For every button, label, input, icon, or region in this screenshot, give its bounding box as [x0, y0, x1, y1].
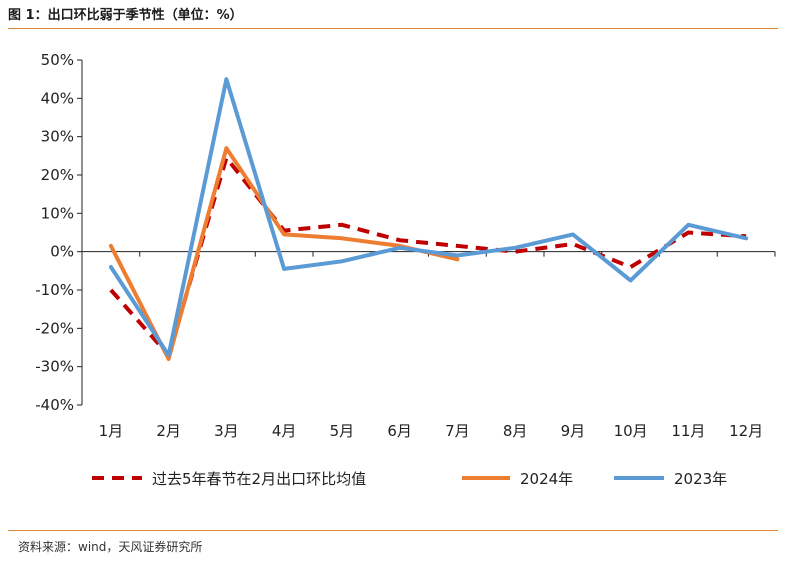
- x-tick-label: 9月: [561, 422, 586, 440]
- chart-title: 图 1：出口环比弱于季节性（单位：%）: [8, 8, 243, 23]
- series-line-2: [108, 77, 749, 358]
- y-tick-label: -10%: [35, 281, 74, 299]
- legend-label: 2024年: [520, 470, 573, 488]
- y-tick-label: -30%: [35, 358, 74, 376]
- x-tick-label: 4月: [272, 422, 297, 440]
- x-tick-label: 8月: [503, 422, 528, 440]
- top-divider: [8, 28, 778, 29]
- x-tick-label: 11月: [671, 422, 705, 440]
- y-tick-label: 20%: [41, 166, 74, 184]
- y-tick-label: -40%: [35, 396, 74, 414]
- x-tick-label: 2月: [156, 422, 181, 440]
- bottom-divider: [8, 530, 778, 531]
- series-line-0: [109, 155, 747, 358]
- series-line-1: [108, 146, 460, 361]
- x-tick-label: 7月: [445, 422, 470, 440]
- y-tick-label: 10%: [41, 204, 74, 222]
- x-tick-label: 6月: [387, 422, 412, 440]
- y-tick-label: 0%: [50, 243, 74, 261]
- x-tick-label: 3月: [214, 422, 239, 440]
- x-tick-label: 10月: [614, 422, 648, 440]
- legend-label: 过去5年春节在2月出口环比均值: [152, 470, 366, 488]
- y-tick-label: 50%: [41, 51, 74, 69]
- source-note: 资料来源：wind，天风证券研究所: [18, 540, 203, 554]
- line-chart: -40% -30% -20% -10% 0% 10% 20% 30% 40% 50% 1月 2月 3月 4…: [35, 51, 776, 488]
- legend-label: 2023年: [674, 470, 727, 488]
- x-tick-label: 5月: [330, 422, 355, 440]
- y-tick-label: -20%: [35, 319, 74, 337]
- x-tick-label: 1月: [99, 422, 124, 440]
- y-tick-label: 40%: [41, 89, 74, 107]
- y-tick-label: 30%: [41, 128, 74, 146]
- x-tick-label: 12月: [729, 422, 763, 440]
